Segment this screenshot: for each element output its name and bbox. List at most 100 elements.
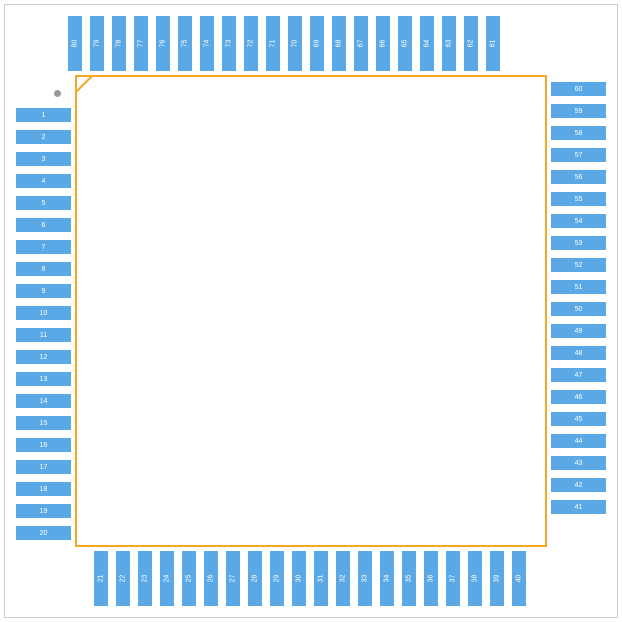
pin-71: 71: [266, 16, 280, 71]
pin-45: 45: [551, 412, 606, 426]
pin-65: 65: [398, 16, 412, 71]
pin-6: 6: [16, 218, 71, 232]
pin-74: 74: [200, 16, 214, 71]
pin-label: 13: [40, 376, 48, 383]
pin-57: 57: [551, 148, 606, 162]
pin-label: 38: [471, 575, 478, 583]
pin-24: 24: [160, 551, 174, 606]
pin-label: 12: [40, 354, 48, 361]
pin-39: 39: [490, 551, 504, 606]
pin-14: 14: [16, 394, 71, 408]
pin-label: 68: [335, 40, 342, 48]
pin-label: 46: [575, 394, 583, 401]
pin-label: 76: [159, 40, 166, 48]
pin-label: 7: [42, 244, 46, 251]
pin-label: 25: [185, 575, 192, 583]
pin-label: 49: [575, 328, 583, 335]
pin-19: 19: [16, 504, 71, 518]
pin-18: 18: [16, 482, 71, 496]
pin-10: 10: [16, 306, 71, 320]
pin-label: 55: [575, 196, 583, 203]
pin-66: 66: [376, 16, 390, 71]
pin-73: 73: [222, 16, 236, 71]
pin-label: 34: [383, 575, 390, 583]
pin-58: 58: [551, 126, 606, 140]
pin-label: 54: [575, 218, 583, 225]
pin-38: 38: [468, 551, 482, 606]
pin-label: 21: [97, 575, 104, 583]
pin-77: 77: [134, 16, 148, 71]
pin-34: 34: [380, 551, 394, 606]
pin-label: 73: [225, 40, 232, 48]
pin-label: 80: [71, 40, 78, 48]
pin-29: 29: [270, 551, 284, 606]
pin-54: 54: [551, 214, 606, 228]
pin-label: 65: [401, 40, 408, 48]
pin-72: 72: [244, 16, 258, 71]
pin-label: 70: [291, 40, 298, 48]
pin-label: 59: [575, 108, 583, 115]
pin-67: 67: [354, 16, 368, 71]
pin-label: 63: [445, 40, 452, 48]
pin-label: 60: [575, 86, 583, 93]
pin-68: 68: [332, 16, 346, 71]
pin-7: 7: [16, 240, 71, 254]
pin-37: 37: [446, 551, 460, 606]
pin-label: 28: [251, 575, 258, 583]
pin-51: 51: [551, 280, 606, 294]
pin-36: 36: [424, 551, 438, 606]
pin-4: 4: [16, 174, 71, 188]
pin-label: 33: [361, 575, 368, 583]
pin-label: 4: [42, 178, 46, 185]
pin-15: 15: [16, 416, 71, 430]
pin-42: 42: [551, 478, 606, 492]
pin-label: 5: [42, 200, 46, 207]
pin-30: 30: [292, 551, 306, 606]
pin-22: 22: [116, 551, 130, 606]
pin-17: 17: [16, 460, 71, 474]
pin-46: 46: [551, 390, 606, 404]
pin-label: 1: [42, 112, 46, 119]
pin-label: 45: [575, 416, 583, 423]
pin-59: 59: [551, 104, 606, 118]
pin-label: 74: [203, 40, 210, 48]
pin-52: 52: [551, 258, 606, 272]
pin-label: 32: [339, 575, 346, 583]
pin-11: 11: [16, 328, 71, 342]
pin-31: 31: [314, 551, 328, 606]
pin-label: 14: [40, 398, 48, 405]
pin-label: 2: [42, 134, 46, 141]
pin-16: 16: [16, 438, 71, 452]
pin-9: 9: [16, 284, 71, 298]
pin-70: 70: [288, 16, 302, 71]
pin-33: 33: [358, 551, 372, 606]
pin-label: 61: [489, 40, 496, 48]
pin-label: 8: [42, 266, 46, 273]
pin-label: 66: [379, 40, 386, 48]
pin-label: 48: [575, 350, 583, 357]
pin-53: 53: [551, 236, 606, 250]
pin-label: 53: [575, 240, 583, 247]
pin-label: 69: [313, 40, 320, 48]
pin-label: 37: [449, 575, 456, 583]
pin-76: 76: [156, 16, 170, 71]
pin-label: 16: [40, 442, 48, 449]
pin-label: 39: [493, 575, 500, 583]
pin-12: 12: [16, 350, 71, 364]
pin-69: 69: [310, 16, 324, 71]
pin-label: 44: [575, 438, 583, 445]
pin-49: 49: [551, 324, 606, 338]
pin-41: 41: [551, 500, 606, 514]
pin1-dot: [54, 90, 61, 97]
pin-label: 52: [575, 262, 583, 269]
pin-label: 31: [317, 575, 324, 583]
pin-44: 44: [551, 434, 606, 448]
pin-32: 32: [336, 551, 350, 606]
pin-43: 43: [551, 456, 606, 470]
pin-75: 75: [178, 16, 192, 71]
pin-8: 8: [16, 262, 71, 276]
pin-label: 57: [575, 152, 583, 159]
pin-55: 55: [551, 192, 606, 206]
pin-label: 30: [295, 575, 302, 583]
pin-20: 20: [16, 526, 71, 540]
